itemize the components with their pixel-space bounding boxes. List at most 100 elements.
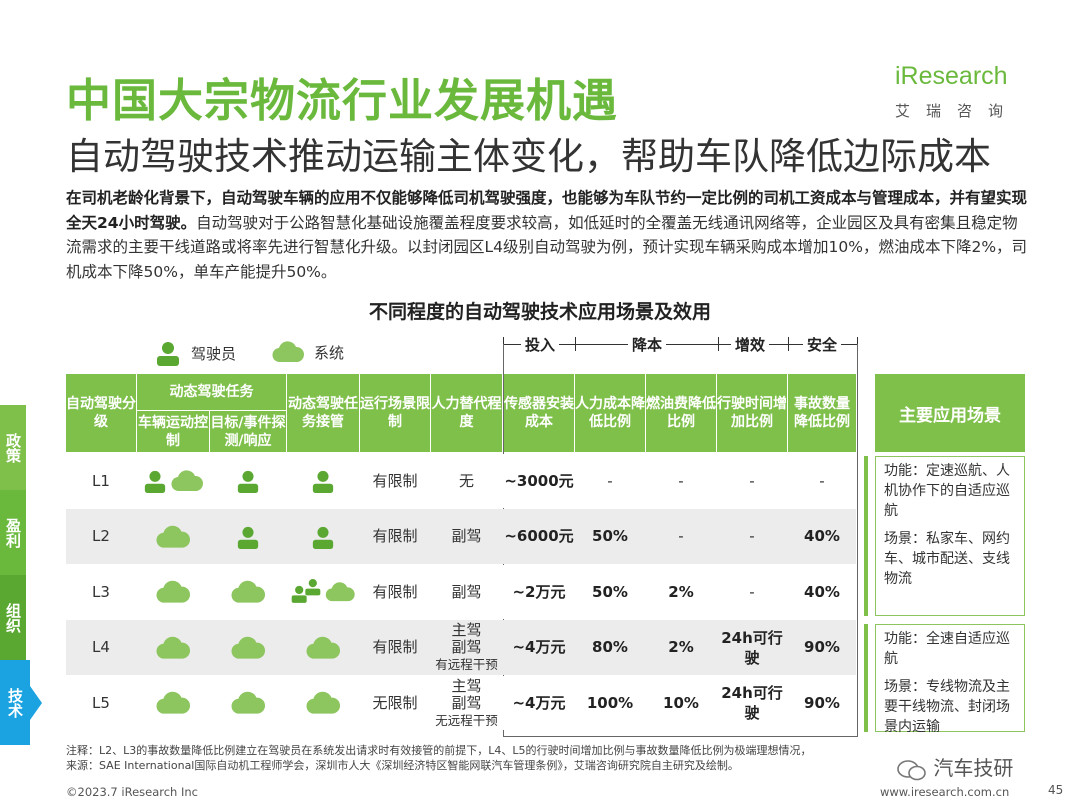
legend-system-label: 系统	[314, 343, 345, 362]
page-subtitle: 自动驾驶技术推动运输主体变化，帮助车队降低边际成本	[66, 135, 991, 178]
cell-scene: 有限制	[372, 638, 418, 656]
wechat-icon	[897, 759, 926, 780]
replace-line: 无远程干预	[435, 712, 498, 728]
logo-brand: iResearch	[895, 62, 1008, 90]
side-tab-profit[interactable]: 盈利	[0, 490, 26, 575]
replace-line: 有远程干预	[435, 657, 498, 672]
cell-labor: -	[607, 471, 613, 490]
cell-motion	[137, 454, 209, 508]
replace-line: 副驾	[451, 638, 482, 656]
cell-replace: 主驾 副驾 无远程干预	[431, 676, 502, 730]
footer-website[interactable]: www.iresearch.com.cn	[880, 785, 1010, 799]
app-func: 功能：全速自适应巡航	[884, 631, 1010, 667]
cell-takeover	[287, 620, 359, 675]
cell-time: -	[749, 527, 755, 545]
side-tab-label: 政策	[4, 432, 22, 463]
replace-line: 主驾	[451, 676, 482, 695]
cell-time: 24h可行驶	[721, 628, 783, 667]
app-box-l4-l5: 功能：全速自适应巡航 场景：专线物流及主要干线物流、封闭场景内运输	[875, 624, 1025, 735]
cell-sensor: ~6000元	[504, 527, 574, 545]
cloud-icon	[272, 341, 304, 363]
cell-sensor: ~4万元	[512, 638, 566, 656]
app-group-bar-1	[864, 456, 868, 616]
iresearch-logo: iResearch 艾瑞咨询	[895, 62, 1025, 124]
cell-level: L1	[92, 471, 110, 490]
cloud-icon	[231, 636, 265, 659]
app-func: 功能：定速巡航、人机协作下的自适应巡航	[884, 463, 1010, 519]
replace-line: 主驾	[451, 621, 482, 639]
cloud-icon	[156, 691, 190, 714]
footer-copyright: ©2023.7 iResearch Inc	[66, 785, 198, 799]
intro-normal: 自动驾驶对于公路智慧化基础设施覆盖程度要求较高，如低延时的全覆盖无线通讯网络等，…	[66, 213, 1028, 281]
cell-labor: 100%	[586, 693, 634, 712]
cell-detect	[210, 620, 286, 675]
header-fuel: 燃油费降低比例	[646, 374, 716, 452]
header-scene: 运行场景限制	[360, 374, 430, 452]
cell-sensor: ~2万元	[512, 582, 566, 601]
app-scene: 场景：专线物流及主要干线物流、封闭场景内运输	[884, 679, 1010, 735]
cell-scene: 有限制	[372, 527, 418, 545]
cell-fuel: -	[678, 471, 684, 490]
cell-takeover	[287, 454, 359, 508]
cell-time: -	[749, 582, 755, 601]
header-apps: 主要应用场景	[875, 374, 1025, 452]
footnote: 注释：L2、L3的事故数量降低比例建立在驾驶员在系统发出请求时有效接管的前提下，…	[66, 743, 812, 773]
cell-sensor: ~3000元	[504, 471, 574, 490]
page-number: 45	[1048, 783, 1064, 797]
side-tab-organization[interactable]: 组织	[0, 575, 26, 660]
page-title: 中国大宗物流行业发展机遇	[66, 74, 619, 127]
cell-detect	[210, 454, 286, 508]
cell-fuel: 2%	[668, 638, 694, 656]
footnote-note: 注释：L2、L3的事故数量降低比例建立在驾驶员在系统发出请求时有效接管的前提下，…	[66, 744, 812, 757]
group-safety: 安全	[803, 334, 842, 355]
footnote-source: 来源：SAE International国际自动机工程师学会，深圳市人大《深圳经…	[66, 759, 739, 772]
header-dynamic-task: 动态驾驶任务	[137, 374, 286, 410]
header-time: 行驶时间增加比例	[717, 374, 787, 452]
intro-bold: 在司机老龄化背景下，自动驾驶车辆的应用不仅能够降低司机驾驶强度，也能够为车队节约…	[66, 189, 1028, 232]
row-bg-l3	[66, 565, 856, 619]
cell-takeover	[287, 676, 359, 730]
header-takeover: 动态驾驶任务接管	[287, 374, 359, 452]
cell-detect	[210, 509, 286, 564]
side-tab-technology[interactable]: 技术	[0, 660, 30, 745]
header-replace: 人力替代程度	[431, 374, 502, 452]
group-label-bar: 投入 降本 增效 安全	[503, 331, 858, 357]
side-tab-label: 组织	[4, 602, 22, 633]
driver-icon	[144, 470, 166, 493]
driver-system-icon	[291, 579, 321, 603]
driver-icon	[237, 526, 259, 549]
header-accident: 事故数量降低比例	[788, 374, 856, 452]
driver-icon	[237, 470, 259, 493]
cell-replace: 主驾 副驾 有远程干预	[431, 620, 502, 675]
app-group-bar-2	[864, 624, 868, 732]
table-title: 不同程度的自动驾驶技术应用场景及效用	[368, 301, 711, 323]
cell-motion	[137, 620, 209, 675]
header-labor: 人力成本降低比例	[575, 374, 645, 452]
cell-level: L3	[92, 582, 110, 601]
cell-takeover	[287, 565, 359, 619]
group-efficiency: 增效	[731, 334, 770, 355]
cell-accident: 90%	[804, 638, 840, 656]
cell-sensor: ~4万元	[512, 693, 566, 712]
active-tab-arrow	[30, 686, 42, 720]
side-tab-policy[interactable]: 政策	[0, 405, 26, 490]
cell-time: -	[749, 471, 755, 490]
cloud-icon	[306, 636, 340, 659]
cloud-icon	[231, 691, 265, 714]
cloud-icon	[156, 636, 190, 659]
cell-takeover	[287, 509, 359, 564]
cell-fuel: -	[678, 527, 684, 545]
cloud-icon	[156, 580, 190, 603]
cell-accident: 40%	[804, 527, 840, 545]
cell-accident: -	[819, 471, 825, 490]
cell-fuel: 2%	[668, 582, 694, 601]
group-invest: 投入	[521, 334, 560, 355]
cell-accident: 40%	[804, 582, 840, 601]
cell-labor: 80%	[592, 638, 628, 656]
header-level: 自动驾驶分级	[66, 374, 136, 452]
row-bg-l5	[66, 676, 856, 730]
watermark-text: 汽车技研	[933, 756, 1014, 780]
row-bg-l4	[66, 620, 856, 675]
header-motion: 车辆运动控制	[137, 411, 209, 452]
cell-scene: 无限制	[372, 693, 418, 712]
